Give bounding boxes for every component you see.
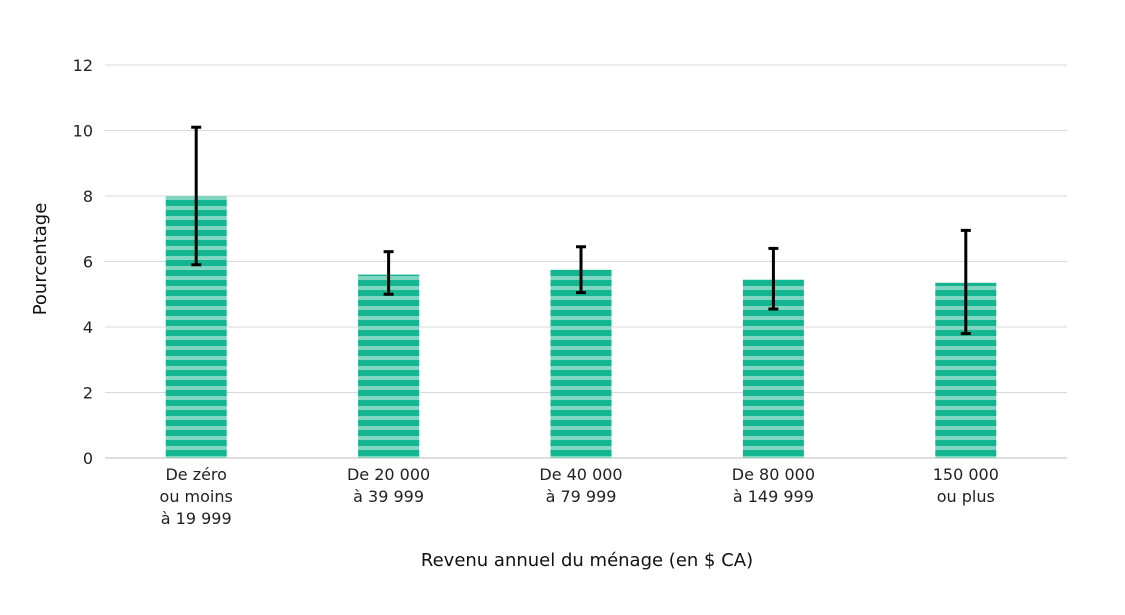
y-tick-label: 8 <box>83 187 93 206</box>
y-tick-label: 2 <box>83 384 93 403</box>
error-bar <box>383 250 394 296</box>
y-tick-label: 10 <box>73 122 93 141</box>
x-category-label: De 80 000 à 149 999 <box>732 465 815 506</box>
bars <box>165 196 997 458</box>
y-axis-ticks: 0 2 4 6 8 10 12 <box>73 56 93 468</box>
x-axis-categories: De zéro ou moins à 19 999 De 20 000 à 39 999… <box>160 465 999 528</box>
bar <box>550 269 612 458</box>
x-category-label: De 40 000 à 79 999 <box>539 465 622 506</box>
y-tick-label: 4 <box>83 318 93 337</box>
error-bar <box>191 125 202 267</box>
error-bar <box>576 245 586 295</box>
y-axis-title: Pourcentage <box>30 203 51 316</box>
error-bar <box>960 228 971 336</box>
y-tick-label: 12 <box>73 56 93 75</box>
x-axis-title: Revenu annuel du ménage (en $ CA) <box>421 550 753 571</box>
bar <box>358 274 420 458</box>
x-category-label: 150 000 ou plus <box>933 465 999 506</box>
y-tick-label: 0 <box>83 449 93 468</box>
x-category-label: De zéro ou moins à 19 999 <box>160 465 233 528</box>
error-bar <box>768 246 779 311</box>
y-tick-label: 6 <box>83 253 93 272</box>
error-bars <box>191 125 971 336</box>
x-category-label: De 20 000 à 39 999 <box>347 465 430 506</box>
